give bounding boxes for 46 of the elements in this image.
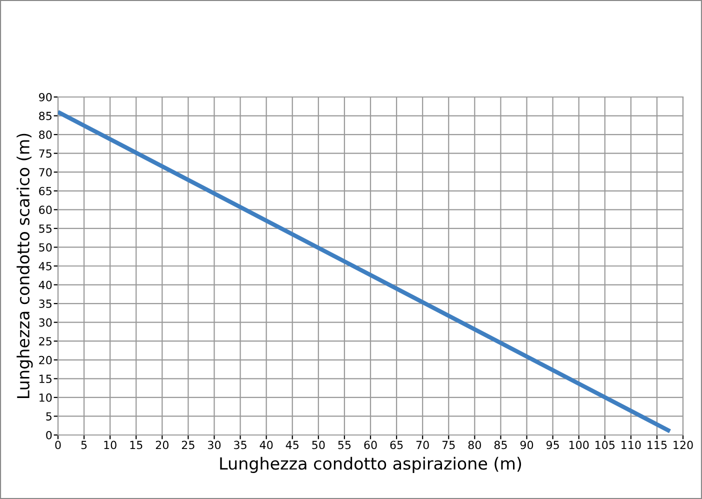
x-tick-label: 30 xyxy=(208,440,221,450)
y-tick-label: 50 xyxy=(39,243,52,252)
x-tick-label: 65 xyxy=(390,440,403,450)
x-tick-label: 40 xyxy=(260,440,273,450)
y-tick-label: 20 xyxy=(39,356,52,364)
y-tick-label: 40 xyxy=(38,280,52,290)
x-axis-title: Lunghezza condotto aspirazione (m) xyxy=(220,456,522,473)
x-tick-label: 55 xyxy=(338,440,351,450)
x-tick-label: 15 xyxy=(130,440,142,450)
y-tick-label: 70 xyxy=(39,168,52,176)
y-tick-label: 5 xyxy=(46,412,52,421)
y-tick-label: 65 xyxy=(39,186,52,196)
x-tick-label: 115 xyxy=(648,440,667,450)
y-tick-label: 45 xyxy=(38,262,52,270)
y-axis-title: Lunghezza condotto scarico (m) xyxy=(16,134,33,398)
y-tick-label: 85 xyxy=(39,112,52,120)
x-tick-label: 70 xyxy=(416,440,429,450)
x-tick-label: 85 xyxy=(494,440,507,450)
y-tick-label: 10 xyxy=(40,393,52,402)
y-tick-label: 25 xyxy=(39,337,52,346)
y-tick-label: 75 xyxy=(39,149,52,158)
x-tick-label: 25 xyxy=(182,440,194,450)
x-tick-label: 105 xyxy=(595,440,615,450)
x-tick-label: 5 xyxy=(81,440,87,450)
y-tick-label: 80 xyxy=(39,130,52,139)
x-tick-label: 80 xyxy=(468,440,481,450)
y-tick-label: 55 xyxy=(39,224,52,233)
x-tick-label: 20 xyxy=(156,440,168,450)
y-tick-label: 90 xyxy=(39,92,52,102)
x-tick-label: 50 xyxy=(312,440,325,450)
x-tick-label: 0 xyxy=(55,440,61,450)
y-tick-label: 15 xyxy=(40,374,52,384)
x-tick-label: 75 xyxy=(442,440,455,450)
x-tick-label: 95 xyxy=(546,440,559,450)
x-tick-label: 120 xyxy=(674,440,693,450)
y-tick-label: 60 xyxy=(39,206,52,214)
x-tick-label: 45 xyxy=(286,440,298,450)
y-tick-label: 35 xyxy=(39,300,52,308)
x-tick-label: 100 xyxy=(569,440,589,450)
x-tick-label: 10 xyxy=(104,440,116,450)
x-tick-label: 90 xyxy=(520,440,534,450)
y-tick-label: 0 xyxy=(46,430,52,440)
y-tick-label: 30 xyxy=(39,318,52,327)
x-tick-label: 60 xyxy=(364,440,377,450)
x-tick-label: 110 xyxy=(622,440,641,450)
x-tick-label: 35 xyxy=(234,440,246,450)
